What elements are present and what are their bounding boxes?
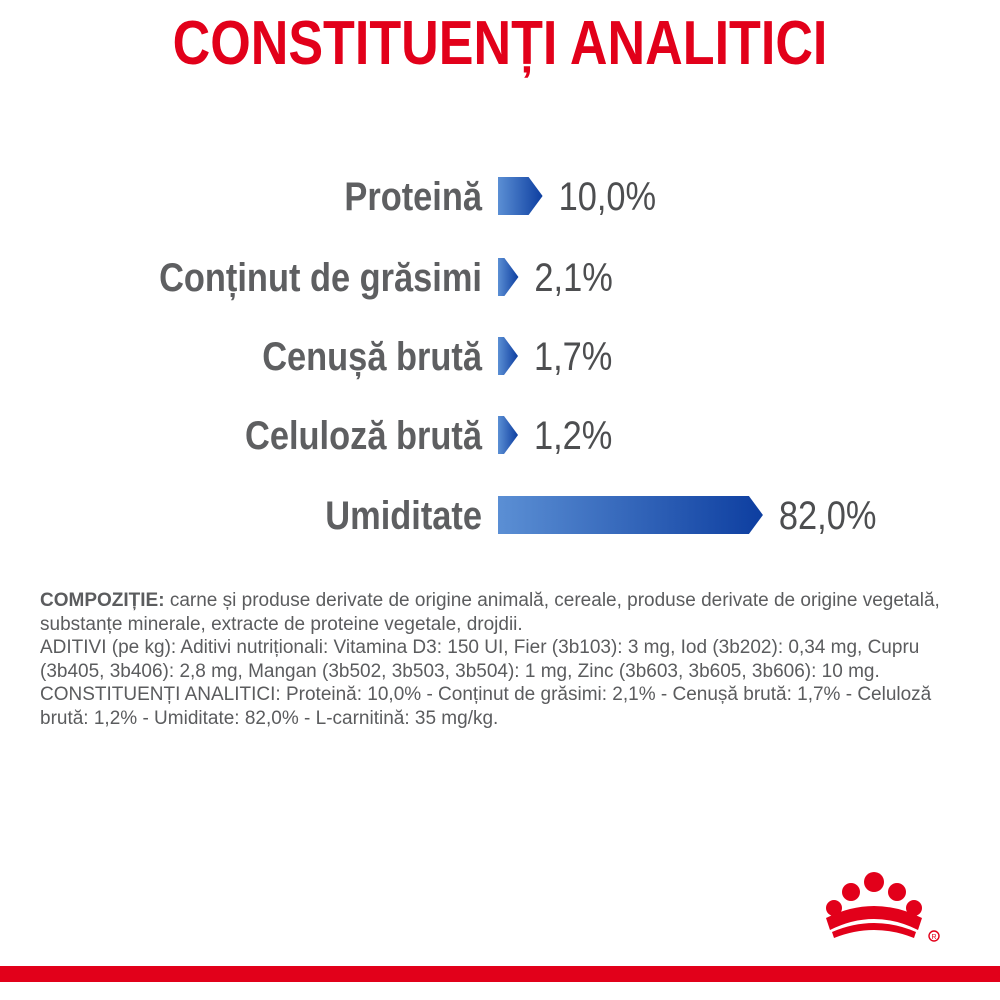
additives-text: ADITIVI (pe kg): Aditivi nutriționali: V…: [40, 637, 920, 682]
bar: [498, 177, 543, 215]
footer-bar: [0, 966, 1000, 982]
composition-paragraph: COMPOZIȚIE: carne și produse derivate de…: [40, 589, 980, 636]
category-label: Celuloză brută: [245, 413, 482, 458]
category-label: Cenușă brută: [262, 334, 482, 379]
value-label: 1,7%: [534, 334, 612, 379]
crown-logo: [826, 872, 922, 938]
category-label: Proteină: [344, 174, 482, 219]
category-label: Umiditate: [325, 493, 482, 538]
analytic-constituents-chart: Proteină 10,0% Conținut de grăsimi 2,1% Cenu…: [159, 174, 877, 538]
bar: [498, 258, 519, 296]
bar: [498, 337, 518, 375]
value-label: 2,1%: [534, 255, 612, 300]
composition-block: COMPOZIȚIE: carne și produse derivate de…: [40, 589, 980, 730]
category-label: Conținut de grăsimi: [159, 255, 482, 301]
bar: [498, 416, 518, 454]
constituents-text: CONSTITUENȚI ANALITICI: Proteină: 10,0% …: [40, 684, 932, 729]
value-label: 10,0%: [559, 174, 657, 219]
svg-text:R: R: [931, 934, 936, 941]
value-label: 1,2%: [534, 413, 612, 458]
composition-heading: COMPOZIȚIE:: [40, 590, 165, 611]
value-label: 82,0%: [779, 493, 877, 538]
page-title: CONSTITUENȚI ANALITICI: [172, 9, 828, 78]
crown-icon: R: [826, 872, 940, 942]
bar: [498, 496, 763, 534]
composition-text: carne și produse derivate de origine ani…: [40, 590, 940, 635]
